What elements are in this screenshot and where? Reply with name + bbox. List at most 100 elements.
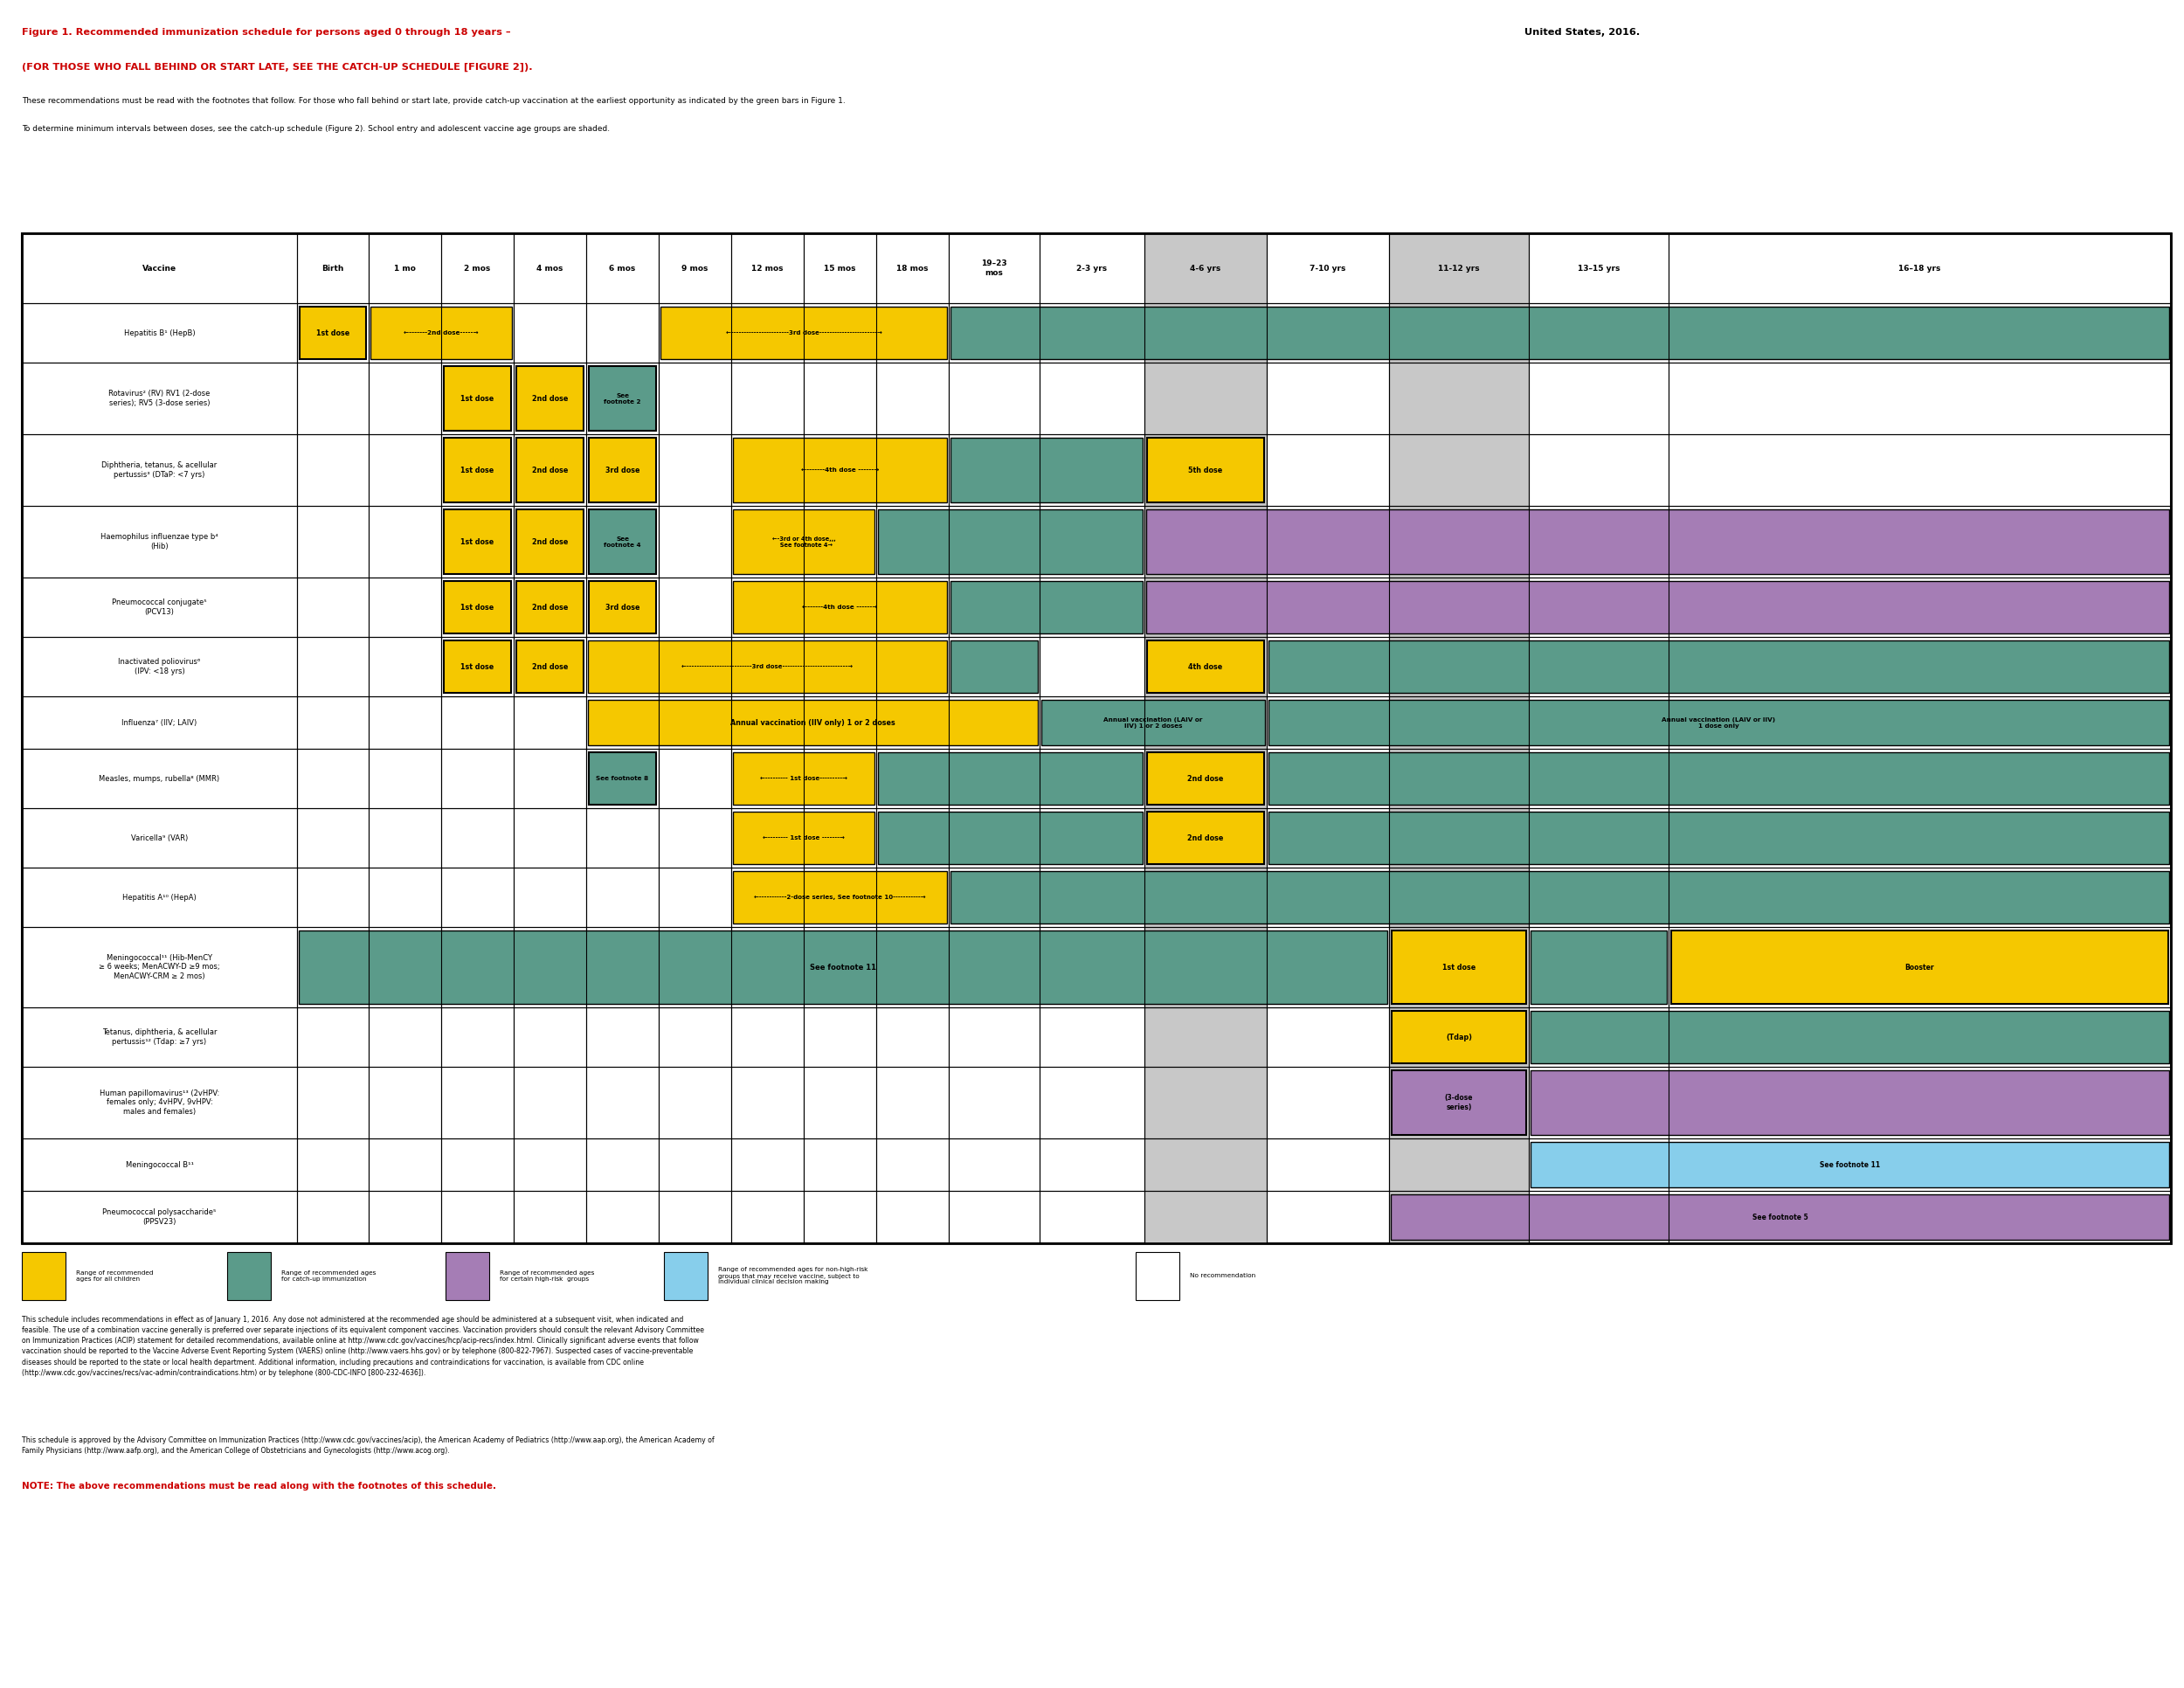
Bar (734, 581, 948, 633)
Bar (734, 510, 874, 574)
Text: Annual vaccination (LAIV or
IIV) 1 or 2 doses: Annual vaccination (LAIV or IIV) 1 or 2 … (1103, 717, 1203, 728)
Text: 1st dose: 1st dose (461, 663, 494, 670)
Text: 2nd dose: 2nd dose (533, 395, 568, 402)
Text: 4th dose: 4th dose (1188, 663, 1223, 670)
Bar (1147, 581, 2169, 633)
Text: See
footnote 2: See footnote 2 (603, 393, 642, 403)
Text: ←-----------------------3rd dose-----------------------→: ←-----------------------3rd dose--------… (725, 331, 882, 336)
Text: Range of recommended ages
for catch-up immunization: Range of recommended ages for catch-up i… (282, 1271, 376, 1281)
Bar (1269, 812, 2169, 864)
Text: 2 mos: 2 mos (465, 265, 491, 272)
Text: ←-------4th dose ------→: ←-------4th dose ------→ (802, 468, 878, 473)
Bar (950, 581, 1142, 633)
Text: 1st dose: 1st dose (461, 466, 494, 474)
Bar (1147, 437, 1265, 503)
Text: Pneumococcal conjugate⁵
(PCV13): Pneumococcal conjugate⁵ (PCV13) (111, 599, 207, 616)
Text: 18 mos: 18 mos (898, 265, 928, 272)
Bar (950, 307, 2169, 360)
Text: ←--------- 1st dose---------→: ←--------- 1st dose---------→ (760, 776, 847, 782)
Bar (1269, 640, 2169, 692)
Text: 15 mos: 15 mos (823, 265, 856, 272)
Text: Range of recommended
ages for all children: Range of recommended ages for all childr… (76, 1271, 153, 1281)
Text: 13–15 yrs: 13–15 yrs (1577, 265, 1621, 272)
Bar (1531, 1143, 2169, 1187)
Text: 11-12 yrs: 11-12 yrs (1437, 265, 1481, 272)
Bar (950, 640, 1037, 692)
Bar (734, 871, 948, 923)
Text: Meningococcal¹¹ (Hib-MenCY
≥ 6 weeks; MenACWY-D ≥9 mos;
MenACWY-CRM ≥ 2 mos): Meningococcal¹¹ (Hib-MenCY ≥ 6 weeks; Me… (98, 954, 221, 981)
Text: 6 mos: 6 mos (609, 265, 636, 272)
Text: Varicella⁹ (VAR): Varicella⁹ (VAR) (131, 834, 188, 842)
Bar (587, 640, 948, 692)
Text: 2nd dose: 2nd dose (533, 538, 568, 545)
Text: Annual vaccination (IIV only) 1 or 2 doses: Annual vaccination (IIV only) 1 or 2 dos… (729, 719, 895, 726)
Text: (FOR THOSE WHO FALL BEHIND OR START LATE, SEE THE CATCH-UP SCHEDULE [FIGURE 2]).: (FOR THOSE WHO FALL BEHIND OR START LATE… (22, 62, 533, 71)
Text: 12 mos: 12 mos (751, 265, 784, 272)
Text: 2nd dose: 2nd dose (533, 466, 568, 474)
Text: Hepatitis B¹ (HepB): Hepatitis B¹ (HepB) (124, 329, 194, 338)
Text: 2nd dose: 2nd dose (1188, 775, 1223, 783)
Bar (660, 307, 948, 360)
Bar (1389, 233, 1529, 1244)
Text: (Tdap): (Tdap) (1446, 1033, 1472, 1041)
Bar (1531, 1070, 2169, 1134)
Text: Diphtheria, tetanus, & acellular
pertussis³ (DTaP: <7 yrs): Diphtheria, tetanus, & acellular pertuss… (103, 461, 216, 478)
Bar (1391, 1195, 2169, 1239)
Bar (1531, 930, 1666, 1004)
Text: Measles, mumps, rubella⁸ (MMR): Measles, mumps, rubella⁸ (MMR) (98, 775, 221, 783)
Text: Figure 1. Recommended immunization schedule for persons aged 0 through 18 years : Figure 1. Recommended immunization sched… (22, 29, 513, 37)
Bar (1269, 753, 2169, 805)
Text: ←------4th dose ------→: ←------4th dose ------→ (802, 604, 878, 609)
Bar (1391, 1070, 1527, 1134)
Text: 2nd dose: 2nd dose (533, 663, 568, 670)
Bar (1147, 640, 1265, 692)
Text: 5th dose: 5th dose (1188, 466, 1223, 474)
Text: United States, 2016.: United States, 2016. (1524, 29, 1640, 37)
Text: See footnote 11: See footnote 11 (810, 964, 876, 971)
Text: To determine minimum intervals between doses, see the catch-up schedule (Figure : To determine minimum intervals between d… (22, 125, 609, 133)
Text: See footnote 8: See footnote 8 (596, 776, 649, 782)
Bar (950, 437, 1142, 503)
Bar (1671, 930, 2169, 1004)
Text: ←-3rd or 4th dose,,,
   See footnote 4→: ←-3rd or 4th dose,,, See footnote 4→ (771, 537, 836, 547)
Text: 4-6 yrs: 4-6 yrs (1190, 265, 1221, 272)
Bar (664, 1252, 708, 1300)
Bar (590, 510, 655, 574)
Bar (515, 640, 583, 692)
Bar (1147, 510, 2169, 574)
Bar (1147, 753, 1265, 805)
Text: 3rd dose: 3rd dose (605, 466, 640, 474)
Bar (587, 701, 1037, 746)
Text: ←-------2nd dose-----→: ←-------2nd dose-----→ (404, 331, 478, 336)
Text: ←--------------------------3rd dose--------------------------→: ←--------------------------3rd dose-----… (681, 663, 854, 668)
Bar (371, 307, 511, 360)
Text: Birth: Birth (321, 265, 343, 272)
Bar (734, 437, 948, 503)
Text: Rotavirus² (RV) RV1 (2-dose
series); RV5 (3-dose series): Rotavirus² (RV) RV1 (2-dose series); RV5… (109, 390, 210, 407)
Text: 2-3 yrs: 2-3 yrs (1077, 265, 1107, 272)
Bar (1136, 1252, 1179, 1300)
Text: Influenza⁷ (IIV; LAIV): Influenza⁷ (IIV; LAIV) (122, 719, 197, 726)
Bar (1391, 930, 1527, 1004)
Text: NOTE: The above recommendations must be read along with the footnotes of this sc: NOTE: The above recommendations must be … (22, 1482, 496, 1491)
Text: This schedule is approved by the Advisory Committee on Immunization Practices (h: This schedule is approved by the Advisor… (22, 1436, 714, 1455)
Text: ←-----------2-dose series, See footnote 10-----------→: ←-----------2-dose series, See footnote … (753, 895, 926, 900)
Bar (950, 871, 2169, 923)
Text: 16–18 yrs: 16–18 yrs (1898, 265, 1942, 272)
Text: ←-------- 1st dose -------→: ←-------- 1st dose -------→ (762, 836, 845, 841)
Bar (1531, 1011, 2169, 1063)
Bar (590, 753, 655, 805)
Bar (227, 1252, 271, 1300)
Text: 1st dose: 1st dose (1441, 964, 1476, 971)
Text: Human papillomavirus¹³ (2vHPV:
females only; 4vHPV, 9vHPV:
males and females): Human papillomavirus¹³ (2vHPV: females o… (100, 1089, 218, 1116)
Bar (1147, 812, 1265, 864)
Bar (443, 510, 511, 574)
Bar (590, 437, 655, 503)
Bar (734, 812, 874, 864)
Text: Annual vaccination (LAIV or IIV)
1 dose only: Annual vaccination (LAIV or IIV) 1 dose … (1662, 717, 1776, 728)
Text: 1st dose: 1st dose (461, 603, 494, 611)
Text: Haemophilus influenzae type b⁴
(Hib): Haemophilus influenzae type b⁴ (Hib) (100, 533, 218, 550)
Text: Range of recommended ages
for certain high-risk  groups: Range of recommended ages for certain hi… (500, 1271, 594, 1281)
Bar (443, 640, 511, 692)
Text: 2nd dose: 2nd dose (533, 603, 568, 611)
